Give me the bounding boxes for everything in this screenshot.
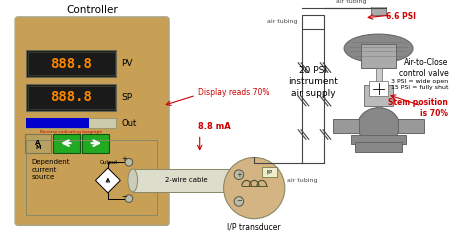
Text: I/P: I/P xyxy=(266,169,273,174)
Bar xyxy=(26,140,157,215)
Bar xyxy=(361,44,396,68)
Bar xyxy=(355,142,402,152)
Bar xyxy=(133,169,240,192)
Text: 3 PSI = wide open
15 PSI = fully shut: 3 PSI = wide open 15 PSI = fully shut xyxy=(391,79,448,90)
Text: 888.8: 888.8 xyxy=(50,90,92,104)
Text: Reverse-indicating bargraph: Reverse-indicating bargraph xyxy=(40,130,102,134)
Bar xyxy=(26,118,89,128)
Text: Controller: Controller xyxy=(66,5,118,15)
Text: +: + xyxy=(121,156,127,162)
Circle shape xyxy=(234,170,244,179)
Bar xyxy=(364,85,393,106)
Bar xyxy=(369,81,388,96)
Text: air tubing: air tubing xyxy=(336,0,366,4)
Circle shape xyxy=(224,158,285,219)
Text: air tubing: air tubing xyxy=(267,19,297,24)
Bar xyxy=(302,15,324,29)
Text: 888.8: 888.8 xyxy=(50,57,92,71)
Ellipse shape xyxy=(357,108,400,144)
Text: 20 PSI
instrument
air supply: 20 PSI instrument air supply xyxy=(288,66,338,98)
Text: Air-to-Close
control valve: Air-to-Close control valve xyxy=(399,58,448,78)
Text: −: − xyxy=(121,194,127,200)
Text: Display reads 70%: Display reads 70% xyxy=(198,88,269,97)
Text: −: − xyxy=(236,199,242,205)
Text: I/P transducer: I/P transducer xyxy=(228,223,281,232)
FancyBboxPatch shape xyxy=(25,134,52,153)
Bar xyxy=(27,52,115,75)
Text: $\mathregular{A}$: $\mathregular{A}$ xyxy=(35,138,42,147)
Bar xyxy=(333,119,359,133)
FancyBboxPatch shape xyxy=(15,17,169,225)
Circle shape xyxy=(125,195,133,202)
Text: +: + xyxy=(236,172,242,178)
Bar xyxy=(262,167,277,177)
Text: PV: PV xyxy=(121,59,133,68)
Circle shape xyxy=(234,197,244,206)
Ellipse shape xyxy=(235,169,245,192)
Text: Out: Out xyxy=(121,119,137,127)
Text: air tubing: air tubing xyxy=(287,178,317,183)
Ellipse shape xyxy=(344,34,413,63)
Text: 8.8 mA: 8.8 mA xyxy=(198,122,230,131)
Text: Output: Output xyxy=(100,160,118,165)
Text: 6.6 PSI: 6.6 PSI xyxy=(385,12,416,21)
Bar xyxy=(26,118,117,128)
Text: Stem position
is 70%: Stem position is 70% xyxy=(389,98,448,118)
FancyBboxPatch shape xyxy=(54,134,80,153)
Circle shape xyxy=(125,158,133,166)
Bar xyxy=(371,1,386,15)
Bar xyxy=(398,119,424,133)
Bar xyxy=(26,50,117,77)
Text: SP: SP xyxy=(121,93,132,102)
Polygon shape xyxy=(95,168,120,193)
Bar xyxy=(376,68,383,130)
Bar xyxy=(26,84,117,111)
Text: Dependent
current
source: Dependent current source xyxy=(31,159,70,180)
FancyBboxPatch shape xyxy=(82,134,109,153)
Text: $\mathregular{M}$: $\mathregular{M}$ xyxy=(35,143,42,151)
Bar xyxy=(351,134,406,144)
Text: 2-wire cable: 2-wire cable xyxy=(165,177,208,183)
Bar xyxy=(27,86,115,109)
Ellipse shape xyxy=(128,169,137,192)
